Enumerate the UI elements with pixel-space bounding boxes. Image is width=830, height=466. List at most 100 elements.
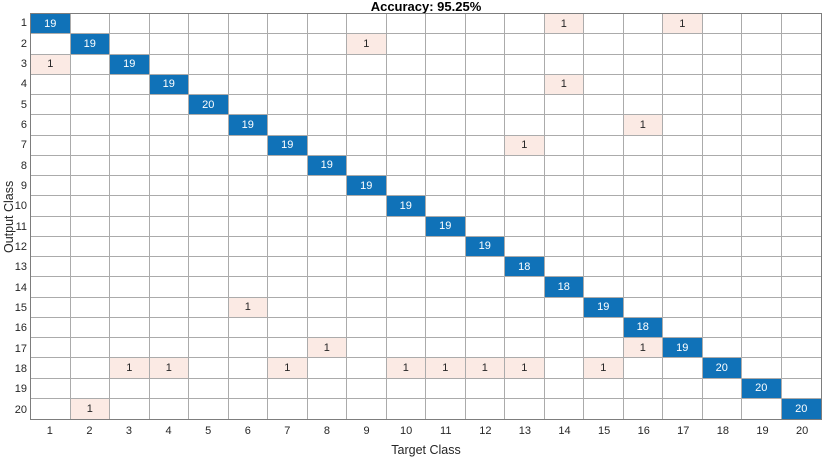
matrix-cell-empty bbox=[347, 398, 387, 419]
matrix-cell-empty bbox=[742, 34, 782, 55]
matrix-cell-empty bbox=[307, 74, 347, 95]
matrix-cell-empty bbox=[465, 297, 505, 318]
matrix-cell-empty bbox=[228, 358, 268, 379]
matrix-cell-empty bbox=[426, 54, 466, 75]
matrix-cell-empty bbox=[426, 34, 466, 55]
matrix-cell-empty bbox=[228, 135, 268, 156]
matrix-cell-empty bbox=[702, 378, 742, 399]
matrix-cell-empty bbox=[31, 34, 71, 55]
matrix-cell-empty bbox=[347, 14, 387, 35]
matrix-cell-empty bbox=[70, 176, 110, 197]
matrix-cell-empty bbox=[70, 74, 110, 95]
matrix-cell-empty bbox=[702, 297, 742, 318]
matrix-cell-empty bbox=[228, 74, 268, 95]
matrix-cell-empty bbox=[544, 135, 584, 156]
matrix-cell-empty bbox=[347, 216, 387, 237]
matrix-cell-empty bbox=[268, 115, 308, 136]
matrix-cell-empty bbox=[386, 297, 426, 318]
matrix-cell-empty bbox=[623, 378, 663, 399]
matrix-cell-empty bbox=[465, 34, 505, 55]
matrix-cell-empty bbox=[307, 277, 347, 298]
y-tick-label: 4 bbox=[20, 78, 27, 91]
x-axis-label: Target Class bbox=[391, 443, 461, 457]
matrix-cell-empty bbox=[31, 297, 71, 318]
matrix-cell-correct: 18 bbox=[544, 277, 584, 298]
matrix-cell-empty bbox=[663, 216, 703, 237]
matrix-cell-empty bbox=[426, 74, 466, 95]
matrix-cell-empty bbox=[386, 338, 426, 359]
matrix-cell-empty bbox=[189, 74, 229, 95]
matrix-cell-empty bbox=[505, 155, 545, 176]
matrix-cell-empty bbox=[110, 14, 150, 35]
matrix-cell-empty bbox=[781, 14, 821, 35]
matrix-cell-empty bbox=[702, 14, 742, 35]
matrix-cell-empty bbox=[623, 216, 663, 237]
matrix-cell-correct: 19 bbox=[663, 338, 703, 359]
matrix-cell-empty bbox=[702, 176, 742, 197]
matrix-cell-empty bbox=[189, 115, 229, 136]
matrix-cell-empty bbox=[268, 34, 308, 55]
matrix-cell-empty bbox=[663, 378, 703, 399]
matrix-cell-empty bbox=[505, 236, 545, 257]
matrix-cell-empty bbox=[426, 277, 466, 298]
matrix-cell-empty bbox=[544, 257, 584, 278]
matrix-cell-empty bbox=[426, 155, 466, 176]
matrix-cell-empty bbox=[307, 257, 347, 278]
matrix-cell-empty bbox=[110, 155, 150, 176]
matrix-cell-correct: 19 bbox=[307, 155, 347, 176]
matrix-cell-empty bbox=[426, 95, 466, 116]
matrix-cell-empty bbox=[268, 378, 308, 399]
matrix-cell-correct: 18 bbox=[505, 257, 545, 278]
matrix-cell-empty bbox=[465, 14, 505, 35]
matrix-cell-empty bbox=[742, 95, 782, 116]
matrix-cell-empty bbox=[505, 34, 545, 55]
matrix-cell-empty bbox=[307, 54, 347, 75]
matrix-cell-empty bbox=[387, 398, 426, 419]
matrix-cell-empty bbox=[189, 398, 229, 419]
matrix-cell-empty bbox=[31, 135, 71, 156]
matrix-cell-empty bbox=[702, 236, 742, 257]
matrix-cell-empty bbox=[386, 95, 426, 116]
y-tick-label: 17 bbox=[14, 342, 27, 355]
matrix-cell-empty bbox=[31, 378, 71, 399]
matrix-cell-empty bbox=[544, 236, 584, 257]
matrix-cell-empty bbox=[149, 297, 189, 318]
matrix-cell-empty bbox=[465, 155, 505, 176]
matrix-cell-empty bbox=[465, 338, 505, 359]
matrix-cell-empty bbox=[386, 257, 426, 278]
matrix-cell-correct: 19 bbox=[347, 176, 387, 197]
matrix-cell-empty bbox=[31, 95, 71, 116]
matrix-cell-error: 1 bbox=[544, 14, 584, 35]
matrix-cell-empty bbox=[149, 54, 189, 75]
matrix-cell-error: 1 bbox=[347, 34, 387, 55]
matrix-cell-empty bbox=[584, 317, 624, 338]
matrix-cell-empty bbox=[347, 74, 387, 95]
matrix-cell-empty bbox=[781, 298, 821, 318]
chart-title: Accuracy: 95.25% bbox=[370, 0, 482, 14]
x-tick-label: 13 bbox=[518, 425, 532, 437]
x-tick-label: 2 bbox=[86, 425, 93, 437]
matrix-cell-empty bbox=[268, 216, 308, 237]
matrix-cell-empty bbox=[386, 54, 426, 75]
matrix-cell-empty bbox=[347, 277, 387, 298]
matrix-cell-empty bbox=[505, 14, 545, 35]
matrix-cell-empty bbox=[426, 236, 466, 257]
matrix-cell-correct: 20 bbox=[702, 358, 742, 379]
matrix-cell-empty bbox=[70, 338, 110, 359]
matrix-cell-empty bbox=[544, 338, 584, 359]
matrix-cell-empty bbox=[663, 398, 703, 419]
matrix-cell-empty bbox=[347, 54, 387, 75]
matrix-cell-empty bbox=[584, 257, 624, 278]
matrix-cell-empty bbox=[465, 378, 505, 399]
matrix-cell-empty bbox=[663, 277, 703, 298]
x-axis-ticks: 1 2 3 4 5 6 7 8 9 10 11 12 13 14 15 16 17 18 19 20 bbox=[30, 424, 822, 438]
matrix-cell-empty bbox=[781, 95, 821, 116]
matrix-cell-empty bbox=[584, 196, 624, 217]
matrix-cell-empty bbox=[742, 54, 782, 75]
matrix-cell-error: 1 bbox=[307, 338, 347, 359]
matrix-cell-empty bbox=[70, 277, 110, 298]
matrix-cell-empty bbox=[110, 338, 150, 359]
matrix-cell-empty bbox=[110, 297, 150, 318]
matrix-cell-empty bbox=[228, 54, 268, 75]
matrix-cell-empty bbox=[31, 358, 71, 379]
